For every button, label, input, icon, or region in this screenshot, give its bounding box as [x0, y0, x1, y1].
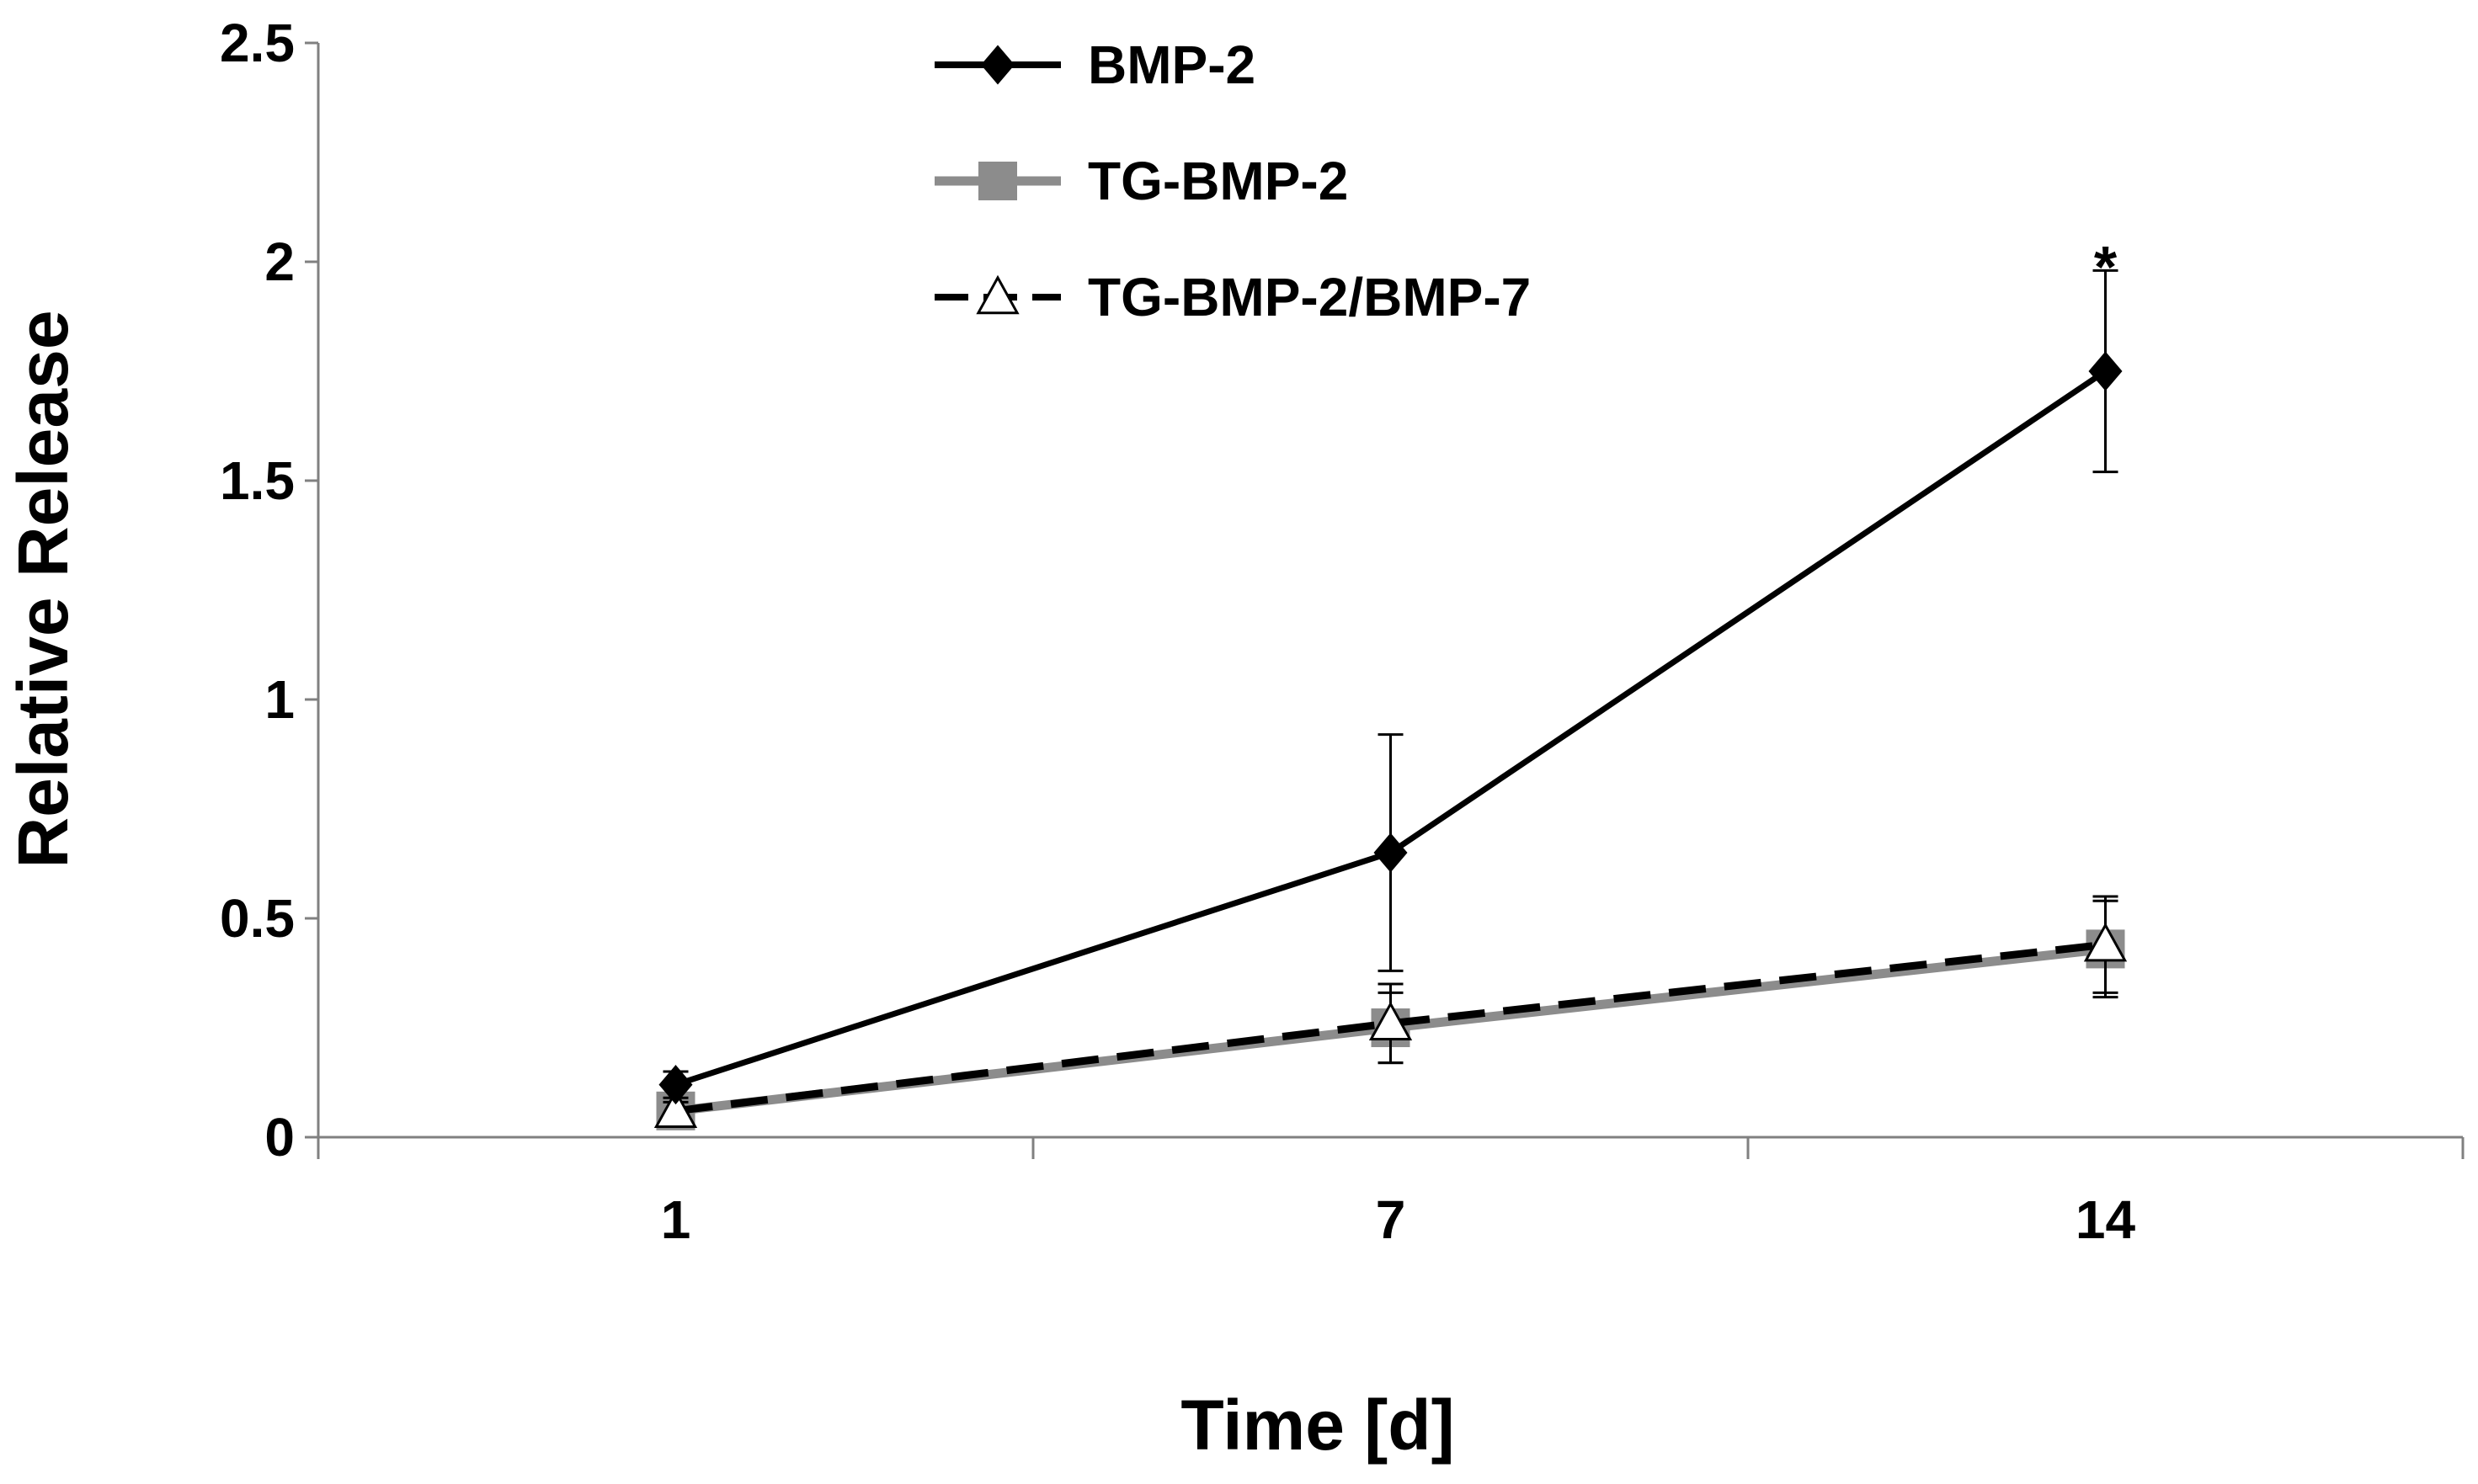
data-point — [653, 1088, 698, 1128]
legend-item: TG-BMP-2 — [935, 151, 1348, 211]
x-axis-title: Time [d] — [1180, 1386, 1454, 1465]
legend: BMP-2 TG-BMP-2 TG-BMP-2/BMP-7 — [935, 35, 1531, 327]
y-tick-label: 2 — [264, 231, 295, 292]
y-axis-title: Relative Release — [3, 310, 83, 868]
legend-label: TG-BMP-2 — [1088, 151, 1348, 211]
series-layer: * — [653, 234, 2128, 1130]
data-point — [658, 1065, 693, 1105]
series-0 — [658, 269, 2123, 1105]
x-tick-label: 14 — [2076, 1189, 2136, 1250]
legend-label: BMP-2 — [1088, 35, 1255, 95]
data-point — [2083, 922, 2128, 962]
y-tick-label: 2.5 — [220, 13, 295, 73]
y-tick-label: 1.5 — [220, 450, 295, 511]
y-tick-label: 0 — [264, 1107, 295, 1168]
data-point — [2088, 351, 2123, 391]
x-tick-label: 1 — [661, 1189, 691, 1250]
series-line — [674, 369, 2108, 1088]
legend-item: BMP-2 — [935, 35, 1255, 95]
data-point — [1373, 832, 1408, 873]
legend-label: TG-BMP-2/BMP-7 — [1088, 267, 1531, 327]
series-line — [674, 940, 2106, 1115]
legend-marker — [976, 274, 1020, 315]
legend-marker — [980, 45, 1015, 85]
data-point — [1368, 1001, 1413, 1040]
legend-marker — [978, 162, 1017, 200]
y-tick-label: 0.5 — [220, 888, 295, 949]
significance-marker: * — [2094, 234, 2118, 300]
axes: 0 0.5 1 1.5 2 2.5 1 7 14 — [220, 13, 2465, 1250]
y-tick-label: 1 — [264, 669, 295, 730]
series-2 — [653, 895, 2128, 1128]
x-tick-label: 7 — [1376, 1189, 1406, 1250]
legend-item: TG-BMP-2/BMP-7 — [935, 267, 1531, 327]
